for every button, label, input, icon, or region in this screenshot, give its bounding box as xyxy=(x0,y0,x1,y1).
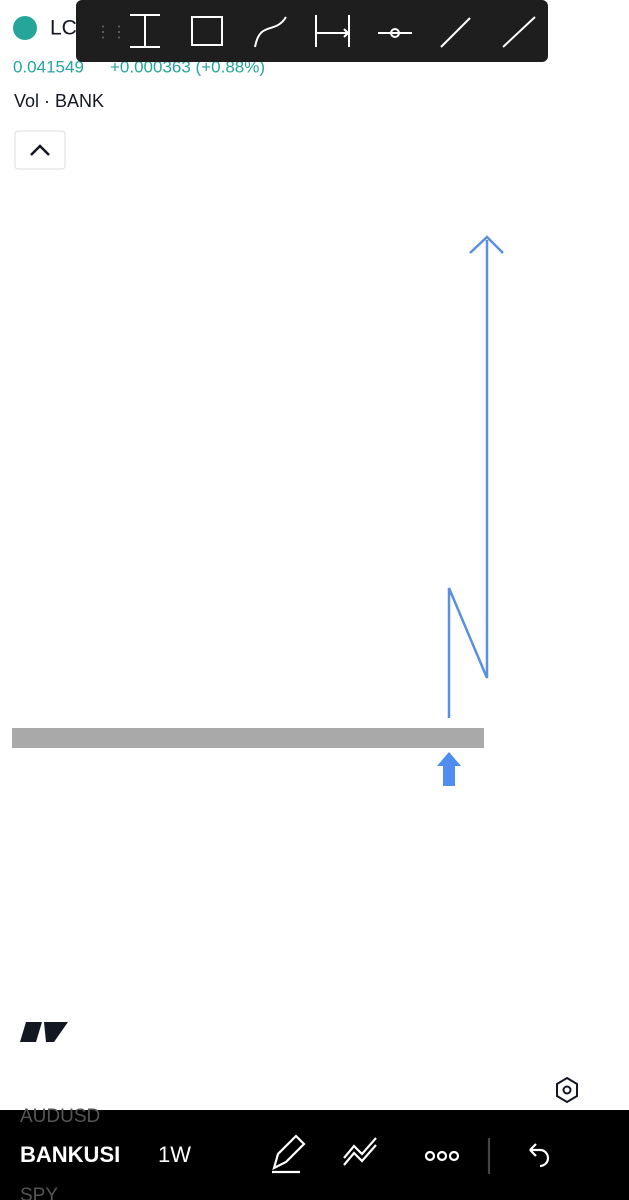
volume-indicator: Vol · BANK xyxy=(14,91,104,111)
trendline-tool[interactable] xyxy=(502,16,536,48)
support-zone xyxy=(12,728,484,748)
bottom-bar xyxy=(0,1110,629,1200)
toolbar-bg xyxy=(76,0,548,62)
chevron-icon xyxy=(30,144,50,156)
drawing-toolbar: ⋮⋮ xyxy=(76,0,548,62)
arrow-tool[interactable] xyxy=(440,17,471,48)
grip: ⋮⋮ xyxy=(95,24,127,41)
collapse-button[interactable] xyxy=(14,130,66,170)
symbol-select[interactable]: BANKUSI xyxy=(20,1142,120,1167)
undo-button[interactable] xyxy=(529,1143,550,1168)
indicators-button[interactable] xyxy=(343,1137,377,1166)
date-range-tool[interactable] xyxy=(315,15,350,47)
arrow-head xyxy=(469,235,504,254)
projection-path xyxy=(447,240,489,718)
change: +0.000363 (+0.88%) xyxy=(110,57,265,76)
symbol: LC xyxy=(50,17,77,40)
next-symbol[interactable]: SPY xyxy=(20,1185,58,1200)
more-button[interactable] xyxy=(424,1150,436,1162)
rect-tool[interactable] xyxy=(191,16,223,46)
draw-button[interactable] xyxy=(272,1134,306,1174)
measure-tool[interactable] xyxy=(130,14,160,48)
curve-tool[interactable] xyxy=(254,16,287,48)
prev-symbol[interactable]: AUDUSD xyxy=(20,1106,100,1127)
up-arrow-marker xyxy=(437,752,461,786)
chart-bg xyxy=(0,0,629,1110)
symbol-logo xyxy=(13,16,37,40)
tv-logo xyxy=(20,1022,68,1042)
settings-icon[interactable] xyxy=(556,1076,578,1104)
price: 0.041549 xyxy=(13,57,84,76)
interval-select[interactable]: 1W xyxy=(158,1142,191,1167)
